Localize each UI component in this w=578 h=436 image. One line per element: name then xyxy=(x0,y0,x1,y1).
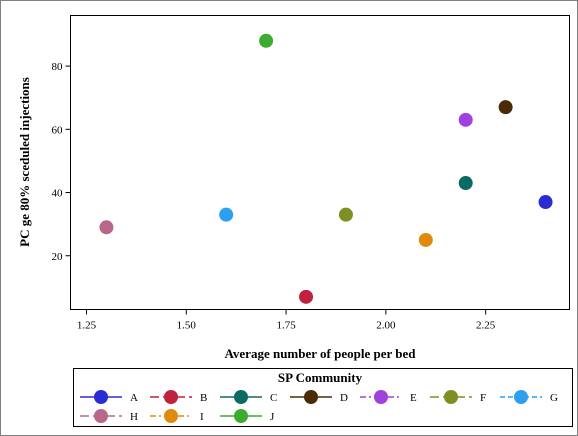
legend-item-e: E xyxy=(360,390,417,404)
x-axis: 1.25 1.50 1.75 2.00 2.25 xyxy=(77,309,496,332)
x-tick-label: 2.00 xyxy=(376,320,396,332)
legend-items: A B C D E F G H I J xyxy=(80,390,558,423)
x-tick-label: 1.75 xyxy=(276,320,296,332)
x-tick-label: 1.25 xyxy=(77,320,97,332)
legend-marker xyxy=(234,409,248,423)
data-point-j xyxy=(259,33,274,48)
legend-marker xyxy=(164,390,178,404)
legend: SP Community A B C D E F G H I J xyxy=(73,368,573,427)
data-point-d xyxy=(498,100,513,115)
data-point-f xyxy=(338,207,353,222)
legend-item-i: I xyxy=(150,409,204,423)
y-tick-label: 40 xyxy=(52,188,64,200)
legend-label: I xyxy=(200,411,204,423)
legend-label: D xyxy=(340,392,348,404)
legend-label: J xyxy=(270,411,275,423)
legend-item-b: B xyxy=(150,390,207,404)
legend-marker xyxy=(94,409,108,423)
legend-marker xyxy=(234,390,248,404)
y-axis: 20 40 60 80 xyxy=(52,61,71,263)
legend-marker xyxy=(94,390,108,404)
legend-label: A xyxy=(130,392,138,404)
legend-marker xyxy=(514,390,528,404)
data-point-b xyxy=(299,289,314,304)
x-tick-label: 1.50 xyxy=(177,320,197,332)
legend-item-j: J xyxy=(220,409,275,423)
x-tick-label: 2.25 xyxy=(476,320,496,332)
data-point-a xyxy=(538,195,553,210)
legend-marker xyxy=(444,390,458,404)
y-tick-label: 20 xyxy=(52,251,64,263)
plot-area xyxy=(70,15,570,310)
legend-marker xyxy=(304,390,318,404)
legend-label: H xyxy=(130,411,138,423)
data-point-i xyxy=(418,232,433,247)
legend-title: SP Community xyxy=(278,370,363,385)
y-tick-label: 60 xyxy=(52,124,64,136)
data-point-g xyxy=(219,207,234,222)
legend-label: B xyxy=(200,392,207,404)
legend-label: C xyxy=(270,392,277,404)
legend-marker xyxy=(374,390,388,404)
legend-item-f: F xyxy=(430,390,486,404)
legend-item-d: D xyxy=(290,390,348,404)
legend-label: G xyxy=(550,392,558,404)
legend-label: F xyxy=(480,392,486,404)
y-tick-label: 80 xyxy=(52,61,64,73)
data-point-c xyxy=(458,176,473,191)
legend-label: E xyxy=(410,392,417,404)
legend-item-a: A xyxy=(80,390,138,404)
data-point-h xyxy=(99,220,114,235)
scatter-points xyxy=(99,33,553,304)
legend-item-g: G xyxy=(500,390,558,404)
data-point-e xyxy=(458,112,473,127)
y-axis-title: PC ge 80% sceduled injections xyxy=(17,77,32,247)
legend-item-h: H xyxy=(80,409,138,423)
legend-marker xyxy=(164,409,178,423)
x-axis-title: Average number of people per bed xyxy=(224,346,416,361)
legend-item-c: C xyxy=(220,390,277,404)
